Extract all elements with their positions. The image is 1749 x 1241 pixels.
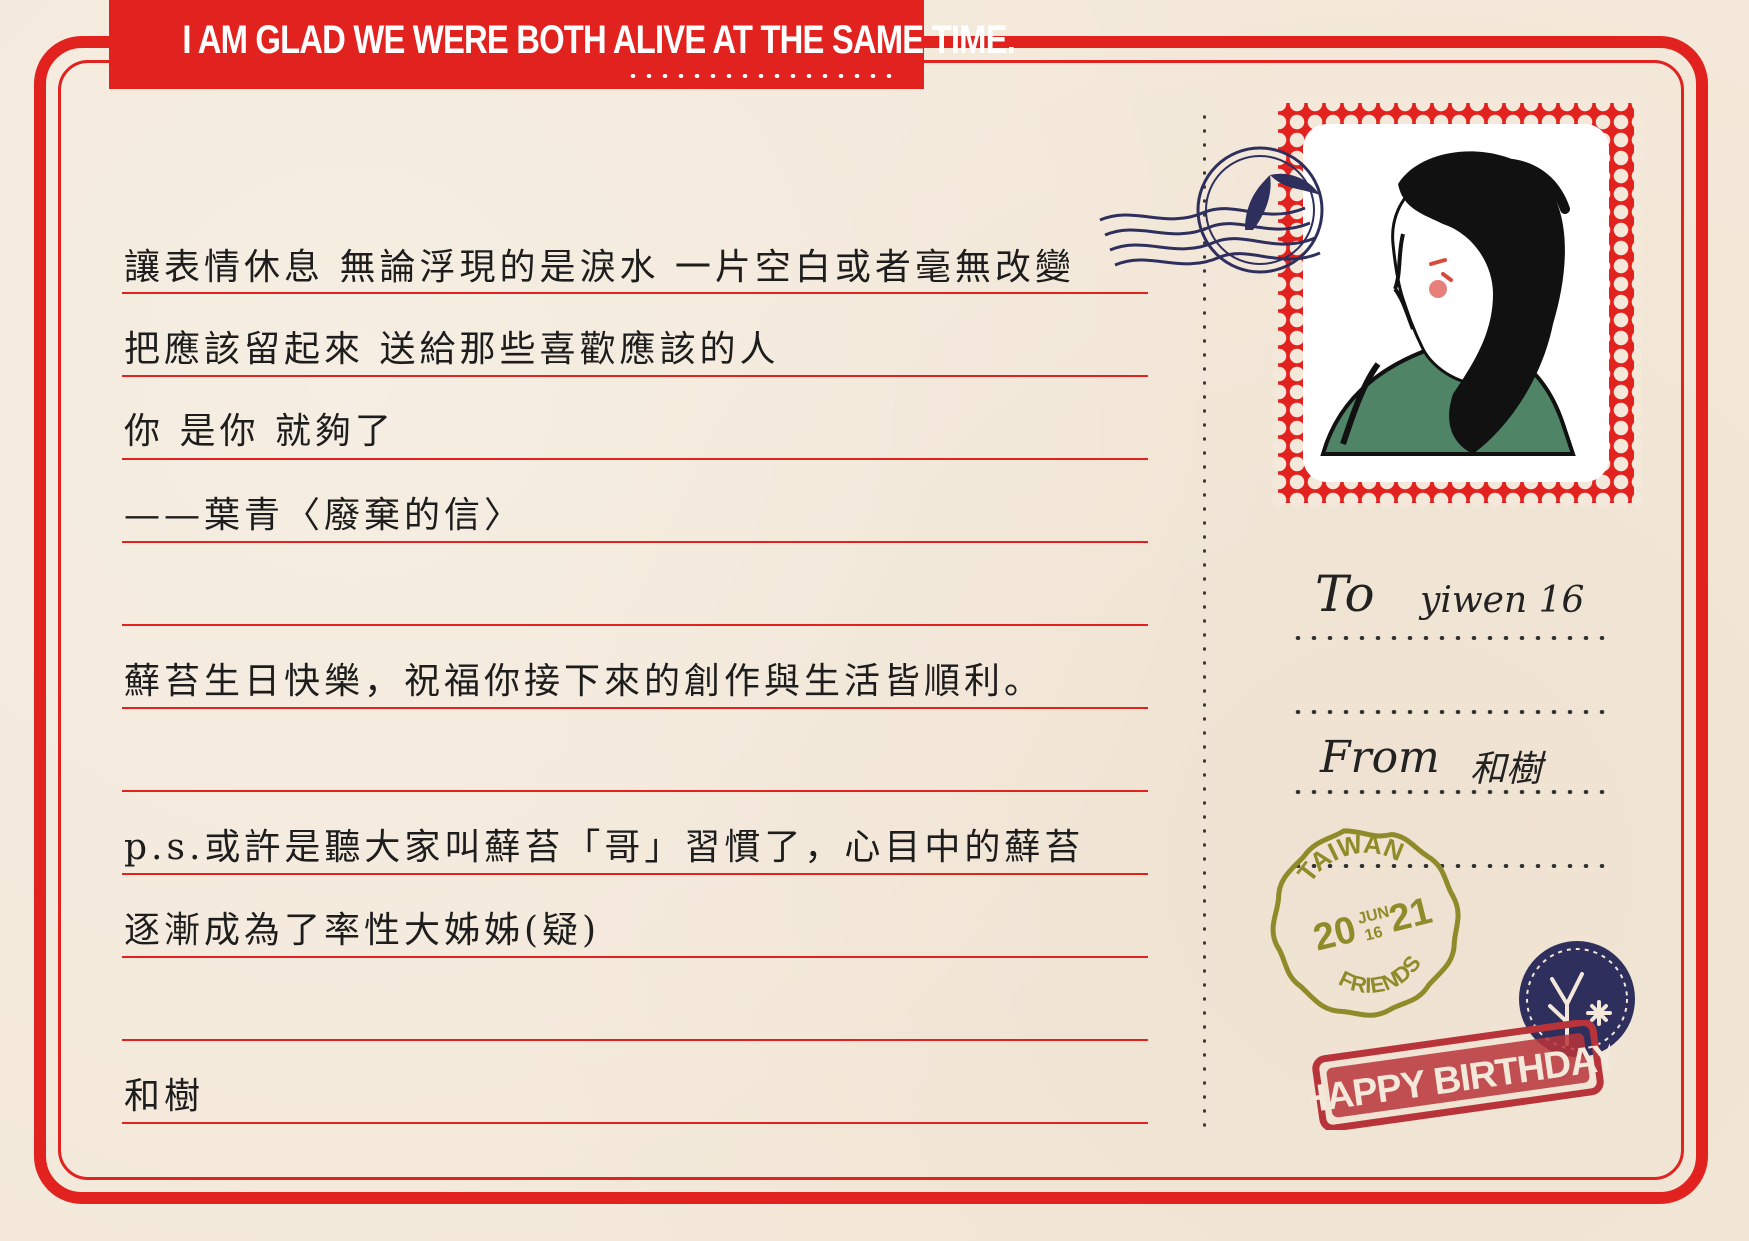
address-dotted-line: [1290, 864, 1615, 868]
from-value: 和樹: [1470, 749, 1543, 790]
ruled-line: [122, 375, 1148, 377]
message-line-1: 讓表情休息 無論浮現的是淚水 一片空白或者毫無改變: [124, 247, 1075, 288]
ruled-line: [122, 458, 1148, 460]
address-dotted-line: [1290, 636, 1615, 640]
ruled-line: [122, 707, 1148, 709]
from-label: From: [1320, 732, 1440, 783]
ruled-line: [122, 1122, 1148, 1124]
header-banner: I AM GLAD WE WERE BOTH ALIVE AT THE SAME…: [109, 0, 1016, 89]
to-value: yiwen 16: [1420, 580, 1585, 621]
ruled-line: [122, 624, 1148, 626]
ruled-line: [122, 541, 1148, 543]
message-signature: 和樹: [124, 1076, 205, 1117]
happy-birthday-stamp: HAPPY BIRTHDAY: [1310, 1020, 1610, 1130]
message-line-3: 你 是你 就夠了: [124, 411, 395, 452]
to-label: To: [1315, 565, 1375, 623]
address-dotted-line: [1290, 790, 1615, 794]
portrait-illustration: [1320, 151, 1576, 456]
stamp-portrait: [1303, 124, 1609, 482]
postmark-year-left: 20: [1309, 909, 1360, 960]
ruled-line: [122, 292, 1148, 294]
taiwan-postmark: TAIWAN 20 JUN 16 21 FRIENDS: [1270, 818, 1461, 1018]
postmark-year-right: 21: [1385, 890, 1436, 941]
ruled-line: [122, 1039, 1148, 1041]
message-line-8: p.s.或許是聽大家叫蘚苔「哥」習慣了，心目中的蘚苔: [124, 827, 1085, 868]
message-line-2: 把應該留起來 送給那些喜歡應該的人: [124, 329, 780, 370]
ruled-line: [122, 790, 1148, 792]
center-dotted-divider: [1203, 110, 1206, 1130]
postmark-day: 16: [1363, 924, 1384, 945]
message-line-4: ——葉青〈廢棄的信〉: [124, 495, 525, 536]
banner-dotted-underline: [625, 74, 895, 78]
address-dotted-line: [1290, 710, 1615, 714]
message-line-6: 蘚苔生日快樂，祝福你接下來的創作與生活皆順利。: [124, 661, 1045, 702]
banner-title: I AM GLAD WE WERE BOTH ALIVE AT THE SAME…: [182, 18, 1016, 62]
ruled-line: [122, 873, 1148, 875]
ruled-line: [122, 956, 1148, 958]
message-line-9: 逐漸成為了率性大姊姊(疑): [124, 910, 601, 951]
postmark-month: JUN: [1356, 904, 1391, 928]
wave-postmark: [1099, 146, 1324, 274]
